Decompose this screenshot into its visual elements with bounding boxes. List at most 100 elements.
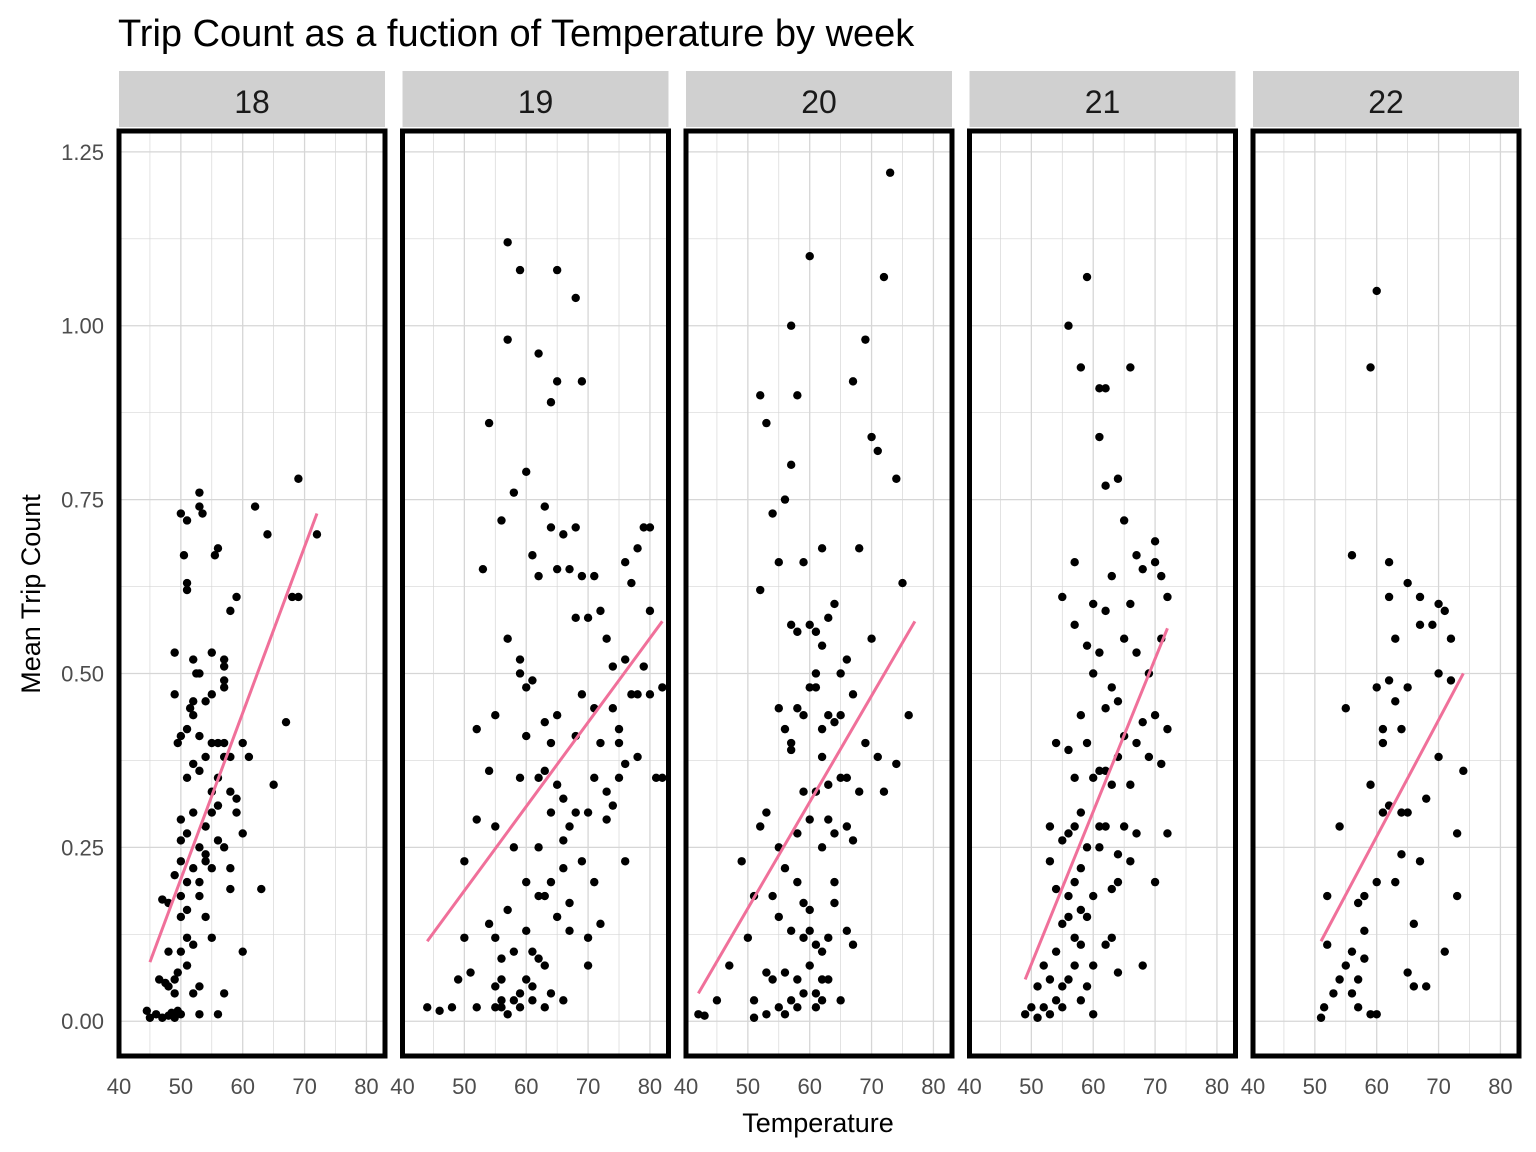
data-point xyxy=(170,690,179,699)
data-point xyxy=(1157,571,1166,581)
data-point xyxy=(176,1010,186,1019)
data-point xyxy=(1058,592,1067,602)
data-point xyxy=(1101,822,1110,831)
data-point xyxy=(1409,919,1419,929)
data-point xyxy=(817,947,827,956)
data-point xyxy=(466,968,475,977)
data-point xyxy=(559,996,568,1005)
data-point xyxy=(836,996,845,1005)
data-point xyxy=(786,996,796,1005)
data-point xyxy=(577,377,587,386)
x-tick-label: 70 xyxy=(576,1074,600,1099)
data-point xyxy=(571,293,580,303)
data-point xyxy=(1076,864,1086,873)
data-point xyxy=(195,877,204,887)
data-point xyxy=(633,690,642,699)
data-point xyxy=(817,996,827,1005)
data-point xyxy=(1045,822,1055,831)
data-point xyxy=(590,773,599,783)
data-point xyxy=(1119,634,1129,643)
data-point xyxy=(793,1003,802,1012)
data-point xyxy=(195,669,204,678)
chart-title: Trip Count as a fuction of Temperature b… xyxy=(118,13,915,55)
trend-line xyxy=(148,512,319,963)
facet-strip xyxy=(402,71,669,127)
data-point xyxy=(213,836,223,845)
data-point xyxy=(1163,829,1172,838)
data-point xyxy=(1378,738,1388,748)
data-point xyxy=(1033,1013,1042,1022)
data-point xyxy=(571,523,580,532)
data-point xyxy=(1434,599,1443,609)
data-point xyxy=(219,655,229,664)
y-tick-label: 0.25 xyxy=(61,835,104,860)
data-point xyxy=(1446,676,1456,685)
data-point xyxy=(768,975,777,984)
data-point xyxy=(1089,669,1098,678)
data-point xyxy=(528,982,537,991)
data-point xyxy=(1020,1010,1030,1019)
data-point xyxy=(565,822,574,831)
data-point xyxy=(294,474,303,483)
data-point xyxy=(509,996,519,1005)
data-point xyxy=(817,724,827,734)
data-point xyxy=(1391,877,1400,887)
data-point xyxy=(824,933,833,942)
data-point xyxy=(1150,711,1160,720)
data-point xyxy=(1353,975,1363,984)
data-point xyxy=(213,1010,223,1019)
data-point xyxy=(226,606,235,616)
data-point xyxy=(219,662,229,671)
data-point xyxy=(559,794,568,803)
data-point xyxy=(1378,808,1388,817)
data-point xyxy=(873,446,882,456)
data-point xyxy=(1089,1010,1098,1019)
data-point xyxy=(1082,843,1092,852)
data-point xyxy=(195,843,204,852)
facet-panel-19: 19 40 50 60 70 80 xyxy=(390,71,671,1099)
data-point xyxy=(762,1010,771,1019)
data-point xyxy=(799,711,808,720)
data-point xyxy=(1070,877,1079,887)
data-point xyxy=(312,530,322,539)
data-point xyxy=(786,745,796,755)
data-point xyxy=(836,773,845,783)
data-point xyxy=(1076,363,1086,372)
data-point xyxy=(515,265,525,275)
data-point xyxy=(158,895,167,904)
data-point xyxy=(263,530,272,539)
data-point xyxy=(1403,808,1412,817)
data-point xyxy=(620,558,630,567)
data-point xyxy=(1101,940,1110,949)
data-point xyxy=(1107,780,1116,789)
data-point xyxy=(836,711,845,720)
data-point xyxy=(762,808,771,817)
data-point xyxy=(861,335,870,344)
data-point xyxy=(546,877,556,887)
x-tick-label: 70 xyxy=(859,1074,883,1099)
y-tick-label: 0.00 xyxy=(61,1009,104,1034)
data-point xyxy=(195,488,204,497)
data-point xyxy=(1058,1003,1067,1012)
y-tick-label: 1.00 xyxy=(61,314,104,339)
data-point xyxy=(238,829,247,838)
data-point xyxy=(195,891,204,901)
x-tick-label: 60 xyxy=(514,1074,538,1099)
facet-strip-label: 20 xyxy=(801,84,837,120)
data-point xyxy=(182,961,192,970)
data-point xyxy=(173,968,182,977)
data-point xyxy=(1353,1003,1363,1012)
data-point xyxy=(232,592,241,602)
data-point xyxy=(226,787,235,796)
data-point xyxy=(546,523,556,532)
data-point xyxy=(786,620,796,629)
data-point xyxy=(824,780,833,789)
data-point xyxy=(793,877,802,887)
data-point xyxy=(522,467,531,476)
data-point xyxy=(614,773,624,783)
x-tick-label: 60 xyxy=(1081,1074,1105,1099)
data-point xyxy=(1082,641,1092,650)
data-point xyxy=(1027,1003,1036,1012)
data-point xyxy=(189,940,198,949)
data-point xyxy=(238,738,247,748)
